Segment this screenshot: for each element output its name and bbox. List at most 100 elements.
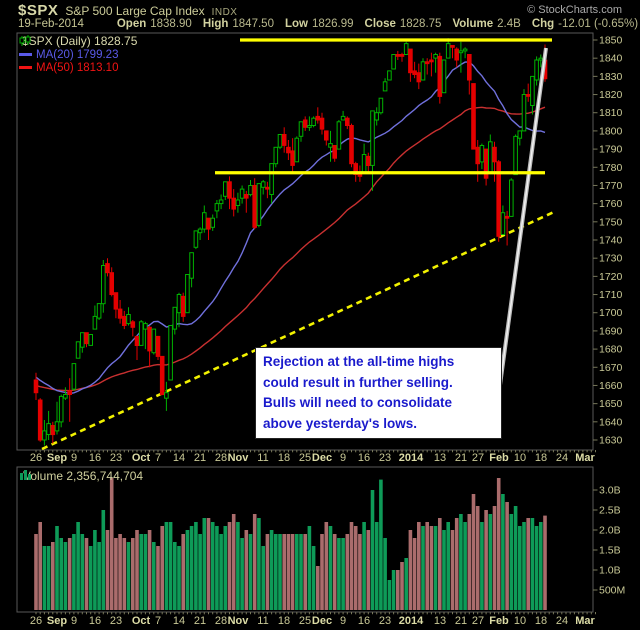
chg-label: Chg [531, 18, 555, 30]
date-label: 9 [71, 452, 77, 464]
volume-bar [383, 538, 387, 610]
date-label: 10 [514, 615, 526, 627]
volume-bar [324, 522, 329, 610]
candle-body [513, 135, 518, 176]
volume-bar [290, 534, 295, 610]
candle-body [387, 70, 392, 81]
candle-body [63, 394, 68, 399]
volume-bar [316, 566, 320, 610]
candle-body [58, 395, 64, 423]
volume-bar [299, 534, 303, 610]
candle-body [244, 194, 249, 199]
candle-body [534, 59, 539, 81]
candle-body [336, 121, 342, 150]
annotation-line: Rejection at the all-time highs [263, 354, 455, 369]
volume-bar [526, 518, 530, 610]
candle-body [113, 292, 119, 310]
date-label: 23 [379, 615, 391, 627]
date-label: Sep [47, 452, 67, 464]
candle-body [290, 150, 295, 166]
date-label: 18 [278, 452, 290, 464]
candle-body [345, 117, 350, 126]
steep-gray-trendline-core [499, 47, 547, 386]
date-label: 16 [89, 452, 101, 464]
volume-bar [265, 534, 270, 610]
volume-bar [311, 546, 316, 610]
date-label: Dec [312, 615, 332, 627]
volume-bar [189, 526, 194, 610]
volume-legend: Volume 2,356,744,704 [19, 469, 143, 483]
volume-bar [345, 534, 350, 610]
volume-bar [303, 534, 307, 610]
volume-bar [353, 526, 358, 610]
volume-bar [173, 542, 177, 610]
volume-bar [202, 518, 207, 610]
volume-bar [139, 534, 143, 610]
candle-body [109, 272, 115, 296]
price-tick-label: 1640 [599, 416, 623, 428]
volume-value: 2.4B [497, 18, 521, 30]
volume-bar [93, 530, 97, 610]
volume-bar [46, 546, 51, 610]
volume-bar [320, 534, 324, 610]
candle-body [399, 54, 405, 57]
legend-symbol: $SPX (Daily) 1828.75 [22, 34, 138, 48]
chart-legend: $SPX (Daily) 1828.75 MA(20) 1799.23 MA(5… [19, 35, 137, 76]
candle-body [437, 55, 443, 97]
candle-body [378, 97, 384, 114]
volume-bar [337, 538, 341, 610]
candle-body [189, 252, 194, 279]
date-label: 9 [71, 615, 77, 627]
symbol: $SPX [18, 2, 59, 19]
high-label: High [202, 18, 229, 30]
ma50-line-icon [19, 66, 32, 70]
volume-bar [496, 478, 501, 610]
price-tick-label: 1730 [599, 253, 623, 265]
volume-bar [80, 534, 85, 610]
candle-body [492, 146, 497, 163]
candle-body [197, 228, 203, 234]
volume-bar [152, 542, 156, 610]
candle-body [349, 125, 354, 165]
volume-bar [358, 534, 362, 610]
candle-body [353, 163, 358, 176]
volume-bar [72, 534, 76, 610]
candle-body [454, 48, 459, 61]
candle-body [408, 48, 413, 74]
volume-bar [286, 534, 291, 610]
candle-body [450, 45, 455, 48]
volume-bar [539, 522, 543, 610]
candle-body [269, 163, 274, 196]
volume-bar [543, 515, 547, 610]
volume-bar [244, 530, 249, 610]
date-label: Oct [132, 452, 151, 464]
candle-body [210, 217, 215, 228]
annotation-line: above yesterday's lows. [263, 415, 418, 431]
volume-bar [215, 526, 219, 610]
volume-bar [471, 494, 476, 610]
date-label: Mar [575, 452, 595, 464]
candle-body [488, 141, 493, 174]
date-label: 27 [472, 452, 484, 464]
volume-bar [484, 510, 488, 610]
volume-legend-text: Volume 2,356,744,704 [23, 469, 144, 483]
candle-body [416, 72, 422, 83]
volume-bar [160, 526, 164, 610]
date-label: 21 [194, 615, 206, 627]
volume-bar [433, 526, 438, 610]
volume-bar [450, 530, 455, 610]
volume-bar [257, 518, 261, 610]
price-tick-label: 1650 [599, 398, 623, 410]
volume-bar [118, 534, 122, 610]
price-tick-label: 1820 [599, 89, 623, 101]
candle-body [42, 430, 47, 441]
high-value: 1847.50 [232, 18, 274, 30]
ma20-line [35, 61, 546, 395]
candle-body [46, 423, 51, 436]
candle-body [193, 230, 199, 248]
candle-body [475, 146, 480, 165]
volume-bar [463, 522, 467, 610]
candle-body [155, 335, 161, 357]
date-label: 18 [535, 452, 547, 464]
